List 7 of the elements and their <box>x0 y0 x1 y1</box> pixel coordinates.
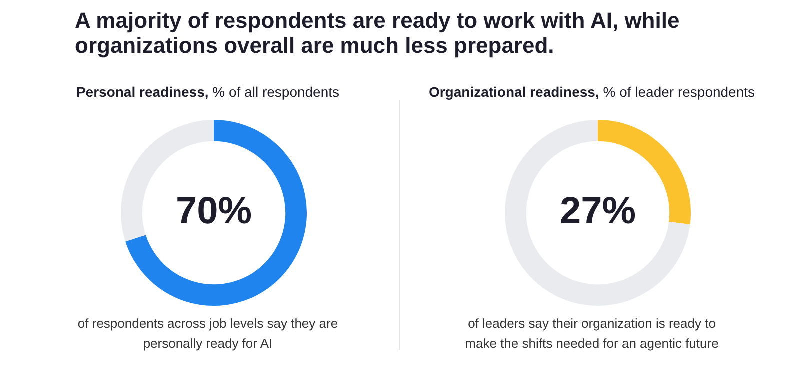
text: of respondents across job levels say they are personally ready for AI <box>76 315 340 353</box>
chart-subtitle: Organizational readiness, % of leader respondents <box>428 84 756 100</box>
text: A majority of respondents are ready to work with AI, while organizations overall are much less prepared. <box>75 8 681 58</box>
data-label: 27% <box>560 190 636 232</box>
chart-subtitle: Personal readiness, % of all respondents <box>76 84 340 100</box>
data-label: 70% <box>176 190 252 232</box>
text: of leaders say their organization is ready to make the shifts needed for an agentic future <box>464 315 720 353</box>
